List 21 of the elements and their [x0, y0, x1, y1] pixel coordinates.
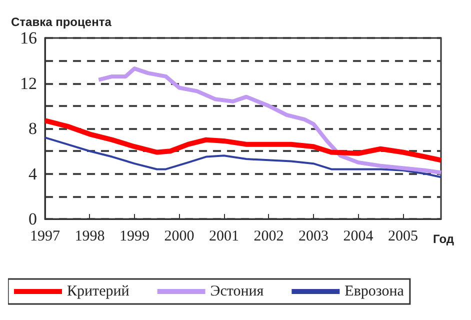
- x-tick-label: 2003: [298, 228, 328, 244]
- y-axis-title: Ставка процента: [11, 15, 112, 29]
- x-tick-label: 2001: [208, 228, 239, 244]
- x-tick-label: 1997: [30, 228, 60, 244]
- x-tick-label: 1998: [74, 228, 105, 244]
- y-tick-label: 0: [28, 210, 37, 228]
- y-tick-label: 16: [20, 28, 37, 48]
- x-tick-label: 2004: [343, 228, 374, 244]
- legend-label: Критерий: [67, 284, 130, 300]
- line-series: [96, 66, 443, 175]
- x-tick-label: 2005: [388, 228, 418, 244]
- x-tick-label: 2002: [254, 228, 284, 244]
- x-axis-title: Год: [433, 232, 454, 246]
- legend-label: Еврозона: [344, 284, 404, 300]
- line-series: [44, 136, 442, 178]
- y-tick-label: 8: [28, 119, 37, 138]
- legend-label: Эстония: [210, 284, 264, 300]
- y-tick-label: 4: [28, 164, 38, 184]
- y-tick-label: 12: [20, 74, 37, 93]
- x-tick-label: 1999: [119, 228, 150, 244]
- x-tick-label: 2000: [164, 228, 194, 244]
